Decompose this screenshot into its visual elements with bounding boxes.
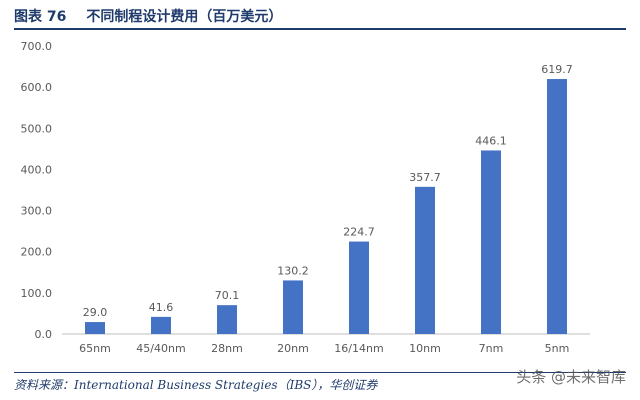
y-tick-label: 700.0 <box>21 40 53 53</box>
data-label: 619.7 <box>541 63 573 76</box>
bar <box>349 241 369 334</box>
y-tick-label: 600.0 <box>21 81 53 94</box>
x-tick-label: 65nm <box>79 342 111 355</box>
x-tick-label: 20nm <box>277 342 309 355</box>
y-tick-label: 300.0 <box>21 205 53 218</box>
data-label: 41.6 <box>149 301 174 314</box>
bar <box>85 322 105 334</box>
x-tick-label: 5nm <box>545 342 570 355</box>
bar <box>547 79 567 334</box>
x-tick-label: 45/40nm <box>136 342 185 355</box>
y-tick-label: 400.0 <box>21 163 53 176</box>
source-note: 资料来源：International Business Strategies（I… <box>14 372 626 395</box>
figure-number: 图表 76 <box>14 9 67 25</box>
y-tick-label: 200.0 <box>21 246 53 259</box>
bar <box>217 305 237 334</box>
x-tick-label: 16/14nm <box>334 342 383 355</box>
y-tick-label: 0.0 <box>35 328 53 341</box>
bar <box>151 316 171 334</box>
y-tick-label: 100.0 <box>21 287 53 300</box>
data-label: 70.1 <box>215 289 240 302</box>
bar <box>481 150 501 334</box>
figure-title: 不同制程设计费用（百万美元） <box>86 9 283 25</box>
x-tick-label: 10nm <box>409 342 441 355</box>
data-label: 29.0 <box>83 306 108 319</box>
bar <box>415 186 435 334</box>
figure-header: 图表 76 不同制程设计费用（百万美元） <box>14 4 626 30</box>
x-tick-label: 7nm <box>479 342 504 355</box>
y-tick-label: 500.0 <box>21 122 53 135</box>
watermark: 头条 @未来智库 <box>516 368 626 386</box>
data-label: 224.7 <box>343 226 375 239</box>
data-label: 130.2 <box>277 264 309 277</box>
data-label: 446.1 <box>475 134 507 147</box>
bar <box>283 280 303 334</box>
data-label: 357.7 <box>409 171 441 184</box>
x-tick-label: 28nm <box>211 342 243 355</box>
